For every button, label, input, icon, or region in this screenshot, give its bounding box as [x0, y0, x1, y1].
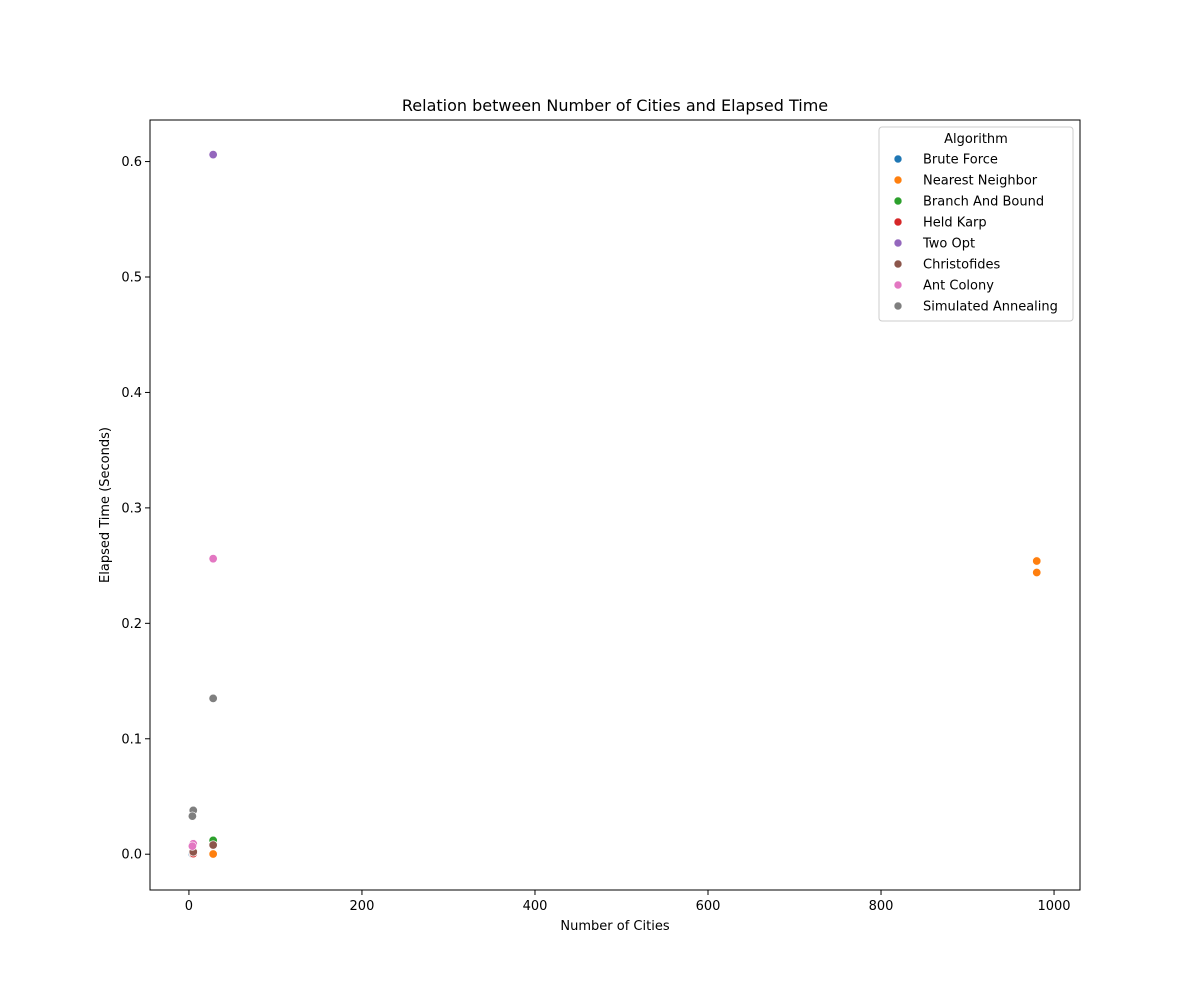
- x-tick-label: 400: [523, 899, 548, 914]
- legend-entry-label: Branch And Bound: [923, 195, 1044, 210]
- y-tick-label: 0.0: [121, 848, 142, 863]
- legend-marker: [893, 259, 903, 269]
- legend-box: [878, 126, 1074, 322]
- data-point-ant-colony: [208, 554, 218, 564]
- legend-entry-label: Held Karp: [923, 216, 987, 231]
- legend-entry-label: Christofides: [923, 258, 1001, 273]
- data-point-simulated-annealing: [187, 811, 197, 821]
- x-tick-label: 800: [869, 899, 894, 914]
- y-axis-label: Elapsed Time (Seconds): [98, 427, 113, 583]
- legend-marker: [893, 280, 903, 290]
- legend-marker: [893, 301, 903, 311]
- legend-title: Algorithm: [944, 132, 1008, 147]
- points-layer: [187, 150, 1042, 859]
- x-tick-label: 1000: [1037, 899, 1070, 914]
- legend-marker: [893, 217, 903, 227]
- y-tick-label: 0.1: [121, 732, 142, 747]
- data-point-two-opt: [208, 150, 218, 160]
- x-tick-label: 0: [185, 899, 193, 914]
- plot-frame: [149, 119, 1081, 891]
- legend-marker: [893, 175, 903, 185]
- data-point-nearest-neighbor: [1032, 568, 1042, 578]
- legend-marker: [893, 154, 903, 164]
- legend-entry-label: Nearest Neighbor: [923, 174, 1038, 189]
- y-tick-label: 0.4: [121, 386, 142, 401]
- legend-entry-label: Two Opt: [922, 237, 975, 252]
- data-point-nearest-neighbor: [208, 849, 218, 859]
- legend-marker: [893, 196, 903, 206]
- legend-entry-label: Ant Colony: [923, 279, 994, 294]
- y-tick-label: 0.5: [121, 271, 142, 286]
- legend: Algorithm Brute Force Nearest Neighbor Bra…: [878, 126, 1074, 322]
- x-tick-label: 200: [350, 899, 375, 914]
- x-axis-ticks: 0 200 400 600 800 1000: [185, 890, 1071, 914]
- y-tick-label: 0.6: [121, 155, 142, 170]
- legend-entry-label: Simulated Annealing: [923, 300, 1058, 315]
- data-point-christofides: [208, 840, 218, 850]
- x-tick-label: 600: [696, 899, 721, 914]
- legend-entry-label: Brute Force: [923, 153, 998, 168]
- data-point-ant-colony: [187, 841, 197, 851]
- chart-title: Relation between Number of Cities and El…: [402, 96, 828, 115]
- y-axis-ticks: 0.0 0.1 0.2 0.3 0.4 0.5 0.6: [121, 155, 150, 863]
- data-point-nearest-neighbor: [1032, 556, 1042, 566]
- y-tick-label: 0.2: [121, 617, 142, 632]
- y-tick-label: 0.3: [121, 501, 142, 516]
- data-point-simulated-annealing: [208, 693, 218, 703]
- legend-marker: [893, 238, 903, 248]
- x-axis-label: Number of Cities: [560, 919, 669, 934]
- legend-items: Brute Force Nearest Neighbor Branch And Bo…: [893, 153, 1058, 315]
